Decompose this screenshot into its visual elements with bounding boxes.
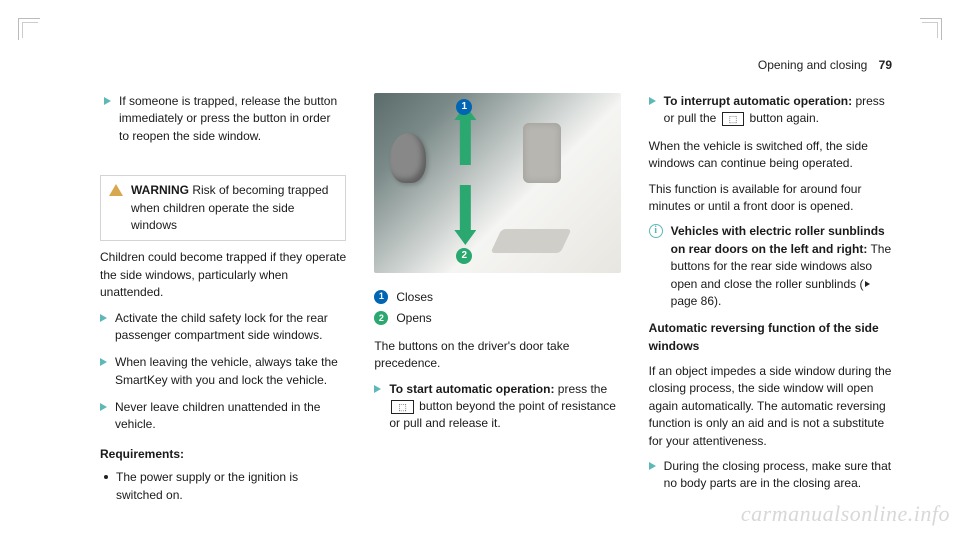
column-middle: 1 2 1 Closes 2 Opens The buttons on the … — [374, 55, 620, 503]
info-icon: i — [649, 224, 663, 238]
legend-item: 2 Opens — [374, 310, 620, 327]
body-text: Activate the child safety lock for the r… — [115, 310, 346, 345]
legend-badge-1: 1 — [374, 290, 388, 304]
subsection-heading: Automatic reversing function of the side… — [649, 320, 895, 355]
page-corner-decoration — [922, 22, 938, 38]
body-text: To start automatic operation: press the … — [389, 381, 620, 433]
body-text: During the closing process, make sure th… — [664, 458, 895, 493]
body-text: When the vehicle is switched off, the si… — [649, 138, 895, 173]
column-right: To interrupt automatic operation: press … — [649, 55, 895, 503]
body-text: Never leave children unattended in the v… — [115, 399, 346, 434]
list-item: Never leave children unattended in the v… — [100, 399, 346, 434]
page-corner-decoration — [22, 22, 38, 38]
body-text: Children could become trapped if they op… — [100, 249, 346, 301]
watermark: carmanualsonline.info — [741, 501, 950, 527]
triangle-bullet-icon — [649, 462, 656, 470]
triangle-bullet-icon — [100, 403, 107, 411]
triangle-bullet-icon — [374, 385, 381, 393]
warning-icon — [109, 184, 123, 196]
info-item: i Vehicles with electric roller sunblind… — [649, 223, 895, 310]
bold-lead: To start automatic operation: — [389, 382, 554, 396]
list-item: During the closing process, make sure th… — [649, 458, 895, 493]
triangle-bullet-icon — [104, 97, 111, 105]
dot-bullet-icon — [104, 475, 108, 479]
page-ref-arrow-icon — [865, 281, 870, 287]
page-content: If someone is trapped, release the butto… — [0, 0, 960, 533]
list-item: To interrupt automatic operation: press … — [649, 93, 895, 128]
window-button-icon: ⬚ — [722, 112, 745, 126]
bold-lead: Vehicles with electric roller sunblinds … — [671, 224, 885, 255]
callout-badge-2: 2 — [456, 248, 472, 264]
switch-panel-shape — [490, 229, 571, 253]
illustration-window-switch: 1 2 — [374, 93, 620, 273]
body-text: If an object impedes a side window durin… — [649, 363, 895, 450]
list-item: To start automatic operation: press the … — [374, 381, 620, 433]
legend-badge-2: 2 — [374, 311, 388, 325]
legend-label: Opens — [396, 310, 431, 327]
page-number: 79 — [879, 58, 892, 72]
triangle-bullet-icon — [100, 314, 107, 322]
warning-label: WARNING — [131, 183, 189, 197]
arrow-down-icon — [454, 185, 476, 245]
body-text: When leaving the vehicle, always take th… — [115, 354, 346, 389]
requirements-heading: Requirements: — [100, 446, 346, 463]
legend-label: Closes — [396, 289, 433, 306]
list-item: When leaving the vehicle, always take th… — [100, 354, 346, 389]
body-text: The buttons on the driver's door take pr… — [374, 338, 620, 373]
bold-lead: To interrupt automatic operation: — [664, 94, 852, 108]
list-item: The power supply or the ignition is swit… — [100, 469, 346, 504]
body-text: To interrupt automatic operation: press … — [664, 93, 895, 128]
door-handle-shape — [390, 133, 426, 183]
seat-shape — [523, 123, 561, 183]
page-header: Opening and closing 79 — [758, 58, 892, 72]
column-left: If someone is trapped, release the butto… — [100, 55, 346, 503]
triangle-bullet-icon — [100, 358, 107, 366]
list-item: Activate the child safety lock for the r… — [100, 310, 346, 345]
legend-item: 1 Closes — [374, 289, 620, 306]
body-text: Vehicles with electric roller sunblinds … — [671, 223, 895, 310]
triangle-bullet-icon — [649, 97, 656, 105]
body-text: This function is available for around fo… — [649, 181, 895, 216]
section-title: Opening and closing — [758, 58, 867, 72]
body-text: The power supply or the ignition is swit… — [116, 469, 346, 504]
warning-box: WARNING Risk of becoming trapped when ch… — [100, 175, 346, 241]
list-item: If someone is trapped, release the butto… — [104, 93, 342, 145]
window-button-icon: ⬚ — [391, 400, 414, 414]
body-text: If someone is trapped, release the butto… — [119, 93, 342, 145]
warning-text: WARNING Risk of becoming trapped when ch… — [131, 182, 337, 234]
